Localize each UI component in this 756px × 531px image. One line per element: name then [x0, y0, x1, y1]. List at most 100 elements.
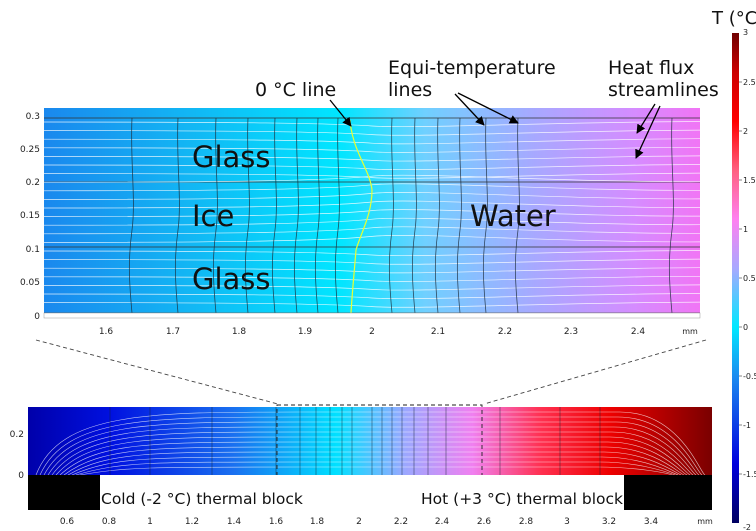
zoom-y-tick: 0 — [34, 312, 40, 322]
streamline — [79, 466, 673, 476]
zero-line-arrow — [329, 99, 352, 127]
streamline — [43, 267, 701, 274]
colorbar-gradient — [732, 33, 739, 523]
zoom-y-axis: 0.3 0.25 0.2 0.15 0.1 0.05 0 — [20, 112, 40, 322]
isotherm — [293, 117, 299, 314]
full-x-tick: 2.8 — [519, 517, 534, 527]
zoom-connector-left — [35, 339, 279, 405]
streamline — [43, 172, 701, 179]
isotherm — [411, 117, 417, 314]
streamline — [43, 209, 701, 217]
equi-temperature-callout-line1: Equi-temperature — [388, 57, 556, 79]
colorbar-tick-label: 2.5 — [743, 78, 756, 87]
streamline — [43, 174, 701, 183]
region-label-glass-bottom: Glass — [192, 262, 271, 296]
streamline — [43, 293, 701, 300]
full-x-tick: 2.4 — [435, 517, 450, 527]
streamline — [51, 431, 694, 476]
equi-arrow-1 — [454, 93, 485, 126]
hot-thermal-block — [624, 475, 712, 510]
full-x-tick: 3.4 — [644, 517, 659, 527]
isotherm — [514, 117, 520, 314]
cold-thermal-block — [28, 475, 100, 510]
colorbar-tick-label: 0.5 — [743, 274, 756, 283]
zoom-heat-flux-streamlines — [43, 121, 701, 308]
hot-block-label: Hot (+3 °C) thermal block — [421, 490, 623, 508]
zoom-x-axis: 1.6 1.7 1.8 1.9 2 2.1 2.2 2.3 2.4 mm — [99, 327, 698, 337]
full-x-tick: 2.6 — [477, 517, 492, 527]
streamline — [43, 235, 701, 243]
full-x-unit: mm — [697, 517, 713, 526]
streamline — [43, 146, 701, 153]
streamline — [47, 426, 697, 476]
streamline — [55, 436, 691, 476]
streamline — [43, 284, 701, 291]
streamline — [59, 441, 688, 476]
streamline — [43, 129, 701, 136]
zero-line-callout: 0 °C line — [255, 79, 336, 101]
zoom-x-tick: 2.4 — [631, 327, 646, 337]
streamline — [43, 301, 701, 308]
zoom-plot: 0.3 0.25 0.2 0.15 0.1 0.05 0 1.6 1.7 1.8… — [20, 108, 701, 337]
isotherm — [174, 117, 180, 314]
full-equi-temperature-lines — [109, 407, 601, 475]
colorbar-min-label: -2 — [743, 523, 751, 531]
zoom-y-tick: 0.2 — [26, 178, 40, 188]
full-heat-flux-streamlines — [35, 411, 706, 476]
zoom-temperature-field — [44, 108, 700, 316]
isotherm — [388, 117, 394, 314]
sample-bottom-gap — [100, 475, 624, 510]
zoom-baseline-strip — [43, 312, 701, 319]
colorbar-tick-label: 2 — [743, 127, 748, 136]
isotherm — [482, 117, 488, 314]
zoom-x-tick: 2.1 — [431, 327, 445, 337]
heat-flux-callout-line1: Heat flux — [608, 57, 694, 79]
streamline — [43, 183, 701, 192]
flux-arrow-2 — [635, 105, 661, 159]
isotherm — [668, 117, 674, 314]
streamline — [43, 164, 701, 171]
zoom-x-unit: mm — [682, 327, 698, 336]
colorbar-title: T (°C) — [711, 8, 756, 29]
isotherm — [212, 117, 218, 314]
zoom-x-tick: 1.7 — [166, 327, 180, 337]
colorbar-ticks: 2.5 2 1.5 1 0.5 0 -0.5 -1 -1.5 — [739, 78, 756, 479]
region-label-ice: Ice — [192, 199, 234, 233]
streamline — [43, 226, 701, 235]
cold-block-label: Cold (-2 °C) thermal block — [101, 490, 303, 508]
streamline — [35, 411, 706, 476]
annotations: 0 °C line Equi-temperature lines Heat fl… — [255, 57, 719, 159]
colorbar-tick-label: -1.5 — [743, 470, 756, 479]
isotherm — [128, 117, 134, 314]
full-x-tick: 1.6 — [269, 517, 284, 527]
colorbar-tick-label: 0 — [743, 323, 748, 332]
flux-arrow-1 — [636, 103, 656, 134]
equi-temperature-callout-line2: lines — [388, 79, 432, 101]
streamline — [63, 446, 685, 476]
colorbar-tick-label: -1 — [743, 421, 751, 430]
heat-flux-callout-line2: streamlines — [608, 79, 719, 101]
equi-arrow-2 — [457, 92, 519, 124]
full-x-tick: 1.2 — [185, 517, 199, 527]
streamline — [43, 275, 701, 282]
colorbar: T (°C) 3 -2 2.5 2 1.5 1 0.5 0 -0.5 -1 -1.5 — [711, 8, 756, 531]
full-x-tick: 1.4 — [227, 517, 242, 527]
streamline — [43, 421, 700, 476]
full-y-tick: 0.2 — [10, 430, 24, 440]
zoom-x-tick: 2 — [369, 327, 375, 337]
full-x-tick: 0.8 — [102, 517, 117, 527]
colorbar-tick-label: 1.5 — [743, 176, 756, 185]
isotherm — [244, 117, 250, 314]
zoom-y-tick: 0.15 — [20, 211, 40, 221]
zoom-equi-temperature-lines — [128, 117, 674, 314]
zero-degree-line — [349, 119, 373, 314]
full-x-tick: 2 — [356, 517, 362, 527]
region-label-water: Water — [470, 199, 556, 233]
streamline — [43, 138, 701, 145]
streamline — [43, 250, 701, 257]
zoom-y-tick: 0.05 — [20, 278, 40, 288]
colorbar-tick-label: -0.5 — [743, 372, 756, 381]
full-x-axis: 0.6 0.8 1 1.2 1.4 1.6 1.8 2 2.2 2.4 2.6 … — [60, 517, 713, 527]
streamline — [43, 200, 701, 209]
